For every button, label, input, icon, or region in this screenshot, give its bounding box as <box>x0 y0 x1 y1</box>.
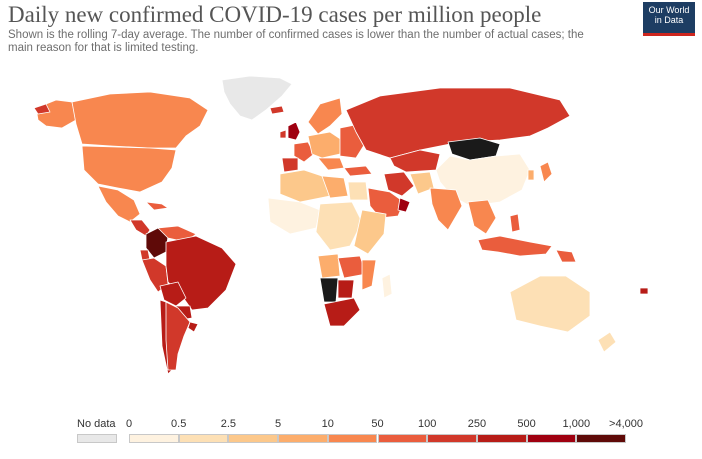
region-madagascar[interactable] <box>381 273 393 299</box>
region-caribbean[interactable] <box>145 201 169 211</box>
region-mozambique[interactable] <box>361 259 377 291</box>
region-korea[interactable] <box>527 169 535 181</box>
legend-swatch[interactable] <box>526 434 577 443</box>
region-central-europe[interactable] <box>307 131 343 159</box>
region-east-africa[interactable] <box>353 209 387 255</box>
region-bolivia[interactable] <box>159 281 187 307</box>
region-southeast-asia[interactable] <box>467 199 497 235</box>
region-egypt[interactable] <box>347 181 369 201</box>
region-arabian-peninsula[interactable] <box>367 187 405 219</box>
region-west-africa[interactable] <box>267 197 321 235</box>
legend-swatch[interactable] <box>377 434 428 443</box>
legend-swatch[interactable] <box>178 434 229 443</box>
legend-tick-label: 10 <box>321 418 334 430</box>
region-spain[interactable] <box>281 157 299 173</box>
logo-line-2: in Data <box>654 15 684 25</box>
region-papua[interactable] <box>555 249 577 263</box>
legend-tick-label: 1,000 <box>562 418 591 430</box>
region-oman[interactable] <box>397 197 411 213</box>
color-legend: No data 0 0.5 2.5 5 10 50 100 250 500 1,000 >4,000 <box>0 418 702 459</box>
region-angola[interactable] <box>317 253 341 279</box>
region-iran[interactable] <box>383 171 415 197</box>
region-indonesia[interactable] <box>477 235 553 257</box>
region-central-africa[interactable] <box>315 201 363 251</box>
region-ireland[interactable] <box>279 129 287 139</box>
region-south-africa[interactable] <box>323 297 361 327</box>
region-japan[interactable] <box>539 161 553 183</box>
legend-swatch[interactable] <box>427 434 477 443</box>
region-fiji[interactable] <box>639 287 649 295</box>
legend-tick-label: 5 <box>275 418 282 430</box>
region-scandinavia[interactable] <box>307 97 343 135</box>
region-greenland[interactable] <box>221 75 293 121</box>
region-australia[interactable] <box>509 275 591 333</box>
logo-line-1: Our World <box>648 5 690 15</box>
region-philippines[interactable] <box>509 213 521 233</box>
region-india[interactable] <box>429 187 463 231</box>
owid-logo[interactable]: Our World in Data <box>643 2 695 36</box>
region-iceland[interactable] <box>269 105 285 115</box>
legend-swatch[interactable] <box>278 434 328 443</box>
legend-no-data-swatch[interactable] <box>77 434 117 443</box>
chart-title: Daily new confirmed COVID-19 cases per m… <box>8 2 542 27</box>
legend-swatch[interactable] <box>129 434 179 443</box>
region-uk[interactable] <box>287 121 301 141</box>
region-alaska[interactable] <box>35 99 77 129</box>
region-usa[interactable] <box>81 145 177 193</box>
legend-tick-label: 100 <box>418 418 437 430</box>
legend-swatch[interactable] <box>327 434 378 443</box>
region-ecuador[interactable] <box>139 249 151 261</box>
region-france[interactable] <box>293 141 315 163</box>
legend-no-data-label: No data <box>77 418 116 430</box>
region-new-zealand[interactable] <box>597 331 617 353</box>
legend-tick-label: 500 <box>517 418 536 430</box>
legend-tick-label: 50 <box>371 418 384 430</box>
region-botswana[interactable] <box>337 279 355 299</box>
region-brazil[interactable] <box>165 235 237 311</box>
world-map <box>33 75 649 375</box>
legend-swatch[interactable] <box>476 434 527 443</box>
region-mexico[interactable] <box>97 185 141 223</box>
region-russia[interactable] <box>345 87 571 159</box>
region-libya[interactable] <box>321 175 349 199</box>
region-uruguay[interactable] <box>187 321 199 333</box>
legend-swatch[interactable] <box>576 434 626 443</box>
region-turkey[interactable] <box>343 165 373 177</box>
legend-tick-label: >4,000 <box>609 418 643 430</box>
legend-tick-label: 0.5 <box>171 418 187 430</box>
legend-tick-label: 2.5 <box>220 418 237 430</box>
region-north-africa[interactable] <box>279 169 331 203</box>
region-canada[interactable] <box>71 91 209 149</box>
region-balkans[interactable] <box>317 157 345 171</box>
region-argentina[interactable] <box>165 301 191 371</box>
legend-tick-label: 0 <box>125 418 133 430</box>
chart-subtitle: Shown is the rolling 7-day average. The … <box>8 29 584 54</box>
region-alaska-tip[interactable] <box>33 103 51 115</box>
legend-swatch[interactable] <box>228 434 279 443</box>
legend-tick-label: 250 <box>467 418 487 430</box>
region-namibia[interactable] <box>319 277 339 303</box>
